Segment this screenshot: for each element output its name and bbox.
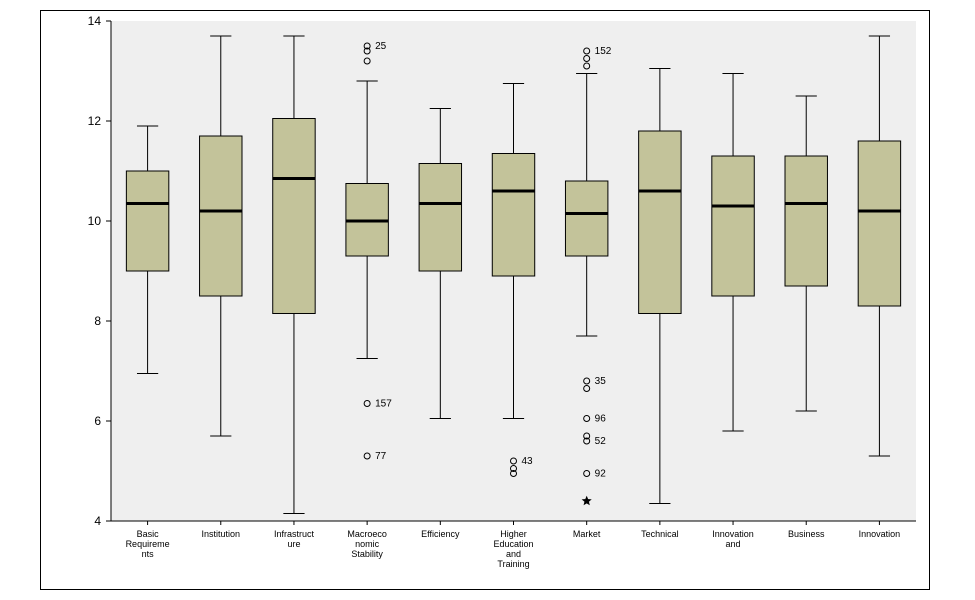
box [785,156,827,286]
box [200,136,242,296]
y-tick-label: 4 [94,514,101,528]
x-category-label: Innovation [859,529,901,539]
outlier-label: 52 [595,436,607,447]
x-category-label: Business [788,529,825,539]
x-category-label: Requireme [126,539,170,549]
x-category-label: Higher [500,529,527,539]
outlier-label: 35 [595,376,607,387]
x-category-label: Training [497,559,529,569]
box [639,131,681,314]
x-category-label: nts [142,549,155,559]
box [126,171,168,271]
y-tick-label: 6 [94,414,101,428]
x-category-label: Infrastruct [274,529,315,539]
box [419,164,461,272]
x-category-label: Institution [202,529,241,539]
x-category-label: Efficiency [421,529,460,539]
y-tick-label: 12 [88,114,102,128]
box [492,154,534,277]
x-category-label: Market [573,529,601,539]
y-tick-label: 10 [88,214,102,228]
outlier-label: 25 [375,41,387,52]
box [565,181,607,256]
outlier-label: 77 [375,451,387,462]
x-category-label: Education [493,539,533,549]
box [273,119,315,314]
box [858,141,900,306]
x-category-label: nomic [355,539,380,549]
x-category-label: and [506,549,521,559]
outlier-label: 152 [595,46,612,57]
x-category-label: Macroeco [347,529,387,539]
y-tick-label: 8 [94,314,101,328]
x-category-label: Innovation [712,529,754,539]
x-category-label: Technical [641,529,679,539]
x-category-label: and [726,539,741,549]
x-category-label: Basic [137,529,160,539]
chart-container: 4 6 8 10 12 14 BasicRequirements Institution Inf… [40,10,930,590]
outlier-label: 43 [522,456,534,467]
x-category-label: Stability [351,549,383,559]
y-tick-label: 14 [88,14,102,28]
x-category-label: ure [287,539,300,549]
outlier-label: 157 [375,399,392,410]
outlier-label: 92 [595,469,607,480]
outlier-label: 96 [595,414,607,425]
box [712,156,754,296]
boxplot-chart: 4 6 8 10 12 14 BasicRequirements Institution Inf… [41,11,929,589]
